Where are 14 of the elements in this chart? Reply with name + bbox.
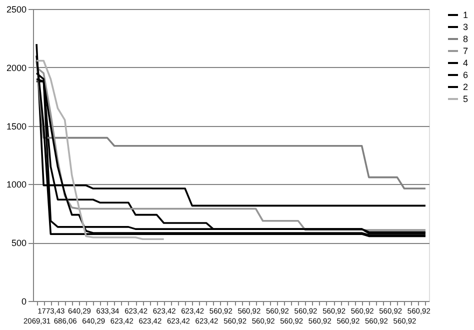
y-tick-label: 500 — [11, 238, 26, 248]
legend-label: 1 — [463, 10, 468, 20]
legend-label: 6 — [463, 70, 468, 80]
y-tick-label: 2500 — [6, 4, 26, 14]
y-tick-label: 0 — [21, 296, 26, 306]
y-tick-label: 1000 — [6, 180, 26, 190]
legend-label: 4 — [463, 58, 468, 68]
y-tick-label: 2000 — [6, 62, 26, 73]
legend-label: 3 — [463, 22, 468, 32]
legend-label: 5 — [463, 94, 468, 104]
legend-label: 7 — [463, 46, 468, 56]
y-tick-label: 1500 — [6, 121, 26, 132]
legend-label: 8 — [463, 34, 468, 44]
legend-label: 2 — [463, 82, 468, 92]
